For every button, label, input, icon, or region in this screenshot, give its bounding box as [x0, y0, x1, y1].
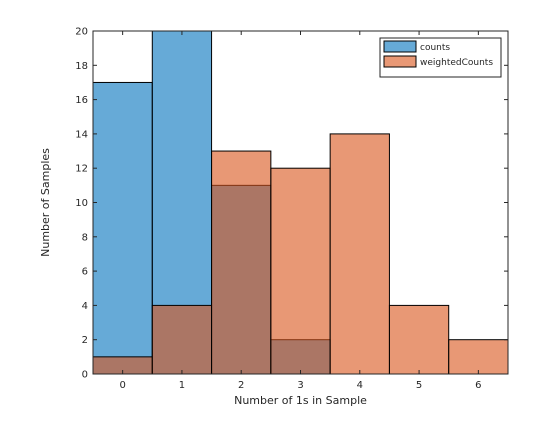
y-tick-label: 8 [82, 232, 88, 243]
y-tick-label: 18 [75, 61, 88, 72]
bar-weightedCounts-1 [151, 304, 213, 375]
y-axis-label: Number of Samples [39, 148, 52, 257]
x-tick-label: 0 [119, 380, 125, 391]
bars-layer [92, 30, 509, 375]
bar-weightedCounts-4 [329, 133, 390, 375]
y-tick-label: 0 [82, 370, 88, 381]
x-tick-label: 2 [238, 380, 244, 391]
y-tick-label: 4 [82, 301, 88, 312]
x-tick-label: 4 [357, 380, 363, 391]
bar-counts-0 [92, 81, 153, 375]
legend-label-counts: counts [420, 43, 450, 53]
y-tick-label: 20 [75, 27, 88, 38]
legend: counts weightedCounts [379, 37, 502, 78]
x-tick-label: 5 [416, 380, 422, 391]
x-tick-label: 3 [297, 380, 303, 391]
y-tick-label: 6 [82, 267, 88, 278]
legend-swatch-counts [383, 40, 417, 53]
x-tick-label: 1 [179, 380, 185, 391]
y-tick-label: 12 [75, 164, 88, 175]
bar-weightedCounts-6 [448, 339, 509, 375]
bar-weightedCounts-5 [388, 304, 450, 375]
x-tick-label: 6 [475, 380, 481, 391]
y-tick-label: 10 [75, 198, 88, 209]
series-weightedCounts [92, 133, 509, 375]
bar-weightedCounts-2 [211, 150, 272, 375]
legend-label-weightedCounts: weightedCounts [420, 58, 493, 68]
bar-weightedCounts-3 [270, 167, 331, 375]
y-tick-label: 16 [75, 95, 88, 106]
x-axis-label: Number of 1s in Sample [234, 394, 367, 407]
legend-swatch-weightedCounts [383, 55, 417, 68]
y-tick-label: 14 [75, 129, 88, 140]
y-tick-label: 2 [82, 335, 88, 346]
